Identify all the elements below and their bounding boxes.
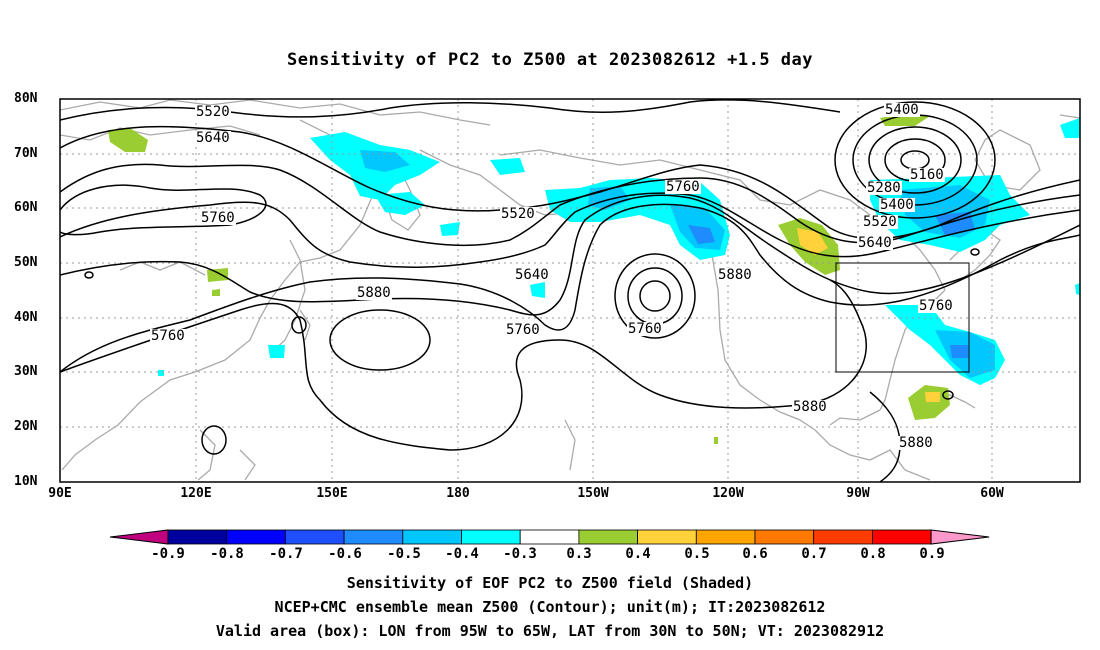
colorbar-swatch — [519, 529, 580, 545]
contour-label: 5760 — [200, 210, 236, 226]
lon-label: 120W — [712, 486, 744, 501]
lat-label: 10N — [14, 474, 38, 489]
colorbar-arrow-left — [109, 529, 169, 545]
lon-label: 60W — [980, 486, 1004, 501]
lon-label: 90W — [846, 486, 870, 501]
colorbar-label: 0.5 — [684, 546, 710, 562]
colorbar-swatch — [167, 529, 228, 545]
lat-label: 60N — [14, 200, 38, 215]
contour-label: 5760 — [150, 328, 186, 344]
colorbar-label: -0.6 — [328, 546, 362, 562]
colorbar-label: 0.4 — [625, 546, 651, 562]
colorbar-swatch — [226, 529, 286, 545]
plot-frame — [59, 98, 1081, 483]
colorbar-swatch — [695, 529, 756, 545]
grid-lines — [60, 99, 1080, 482]
colorbar — [109, 529, 990, 545]
lon-label: 120E — [180, 486, 212, 501]
lat-label: 50N — [14, 255, 38, 270]
colorbar-swatch — [402, 529, 462, 545]
colorbar-label: -0.4 — [445, 546, 479, 562]
lon-label: 150W — [577, 486, 609, 501]
contour-label: 5760 — [918, 298, 954, 314]
colorbar-label: 0.8 — [860, 546, 886, 562]
lon-label: 150E — [316, 486, 348, 501]
caption-shaded: Sensitivity of EOF PC2 to Z500 field (Sh… — [346, 574, 754, 592]
colorbar-swatch — [754, 529, 815, 545]
contour-label: 5640 — [195, 130, 231, 146]
colorbar-label: -0.7 — [269, 546, 303, 562]
lat-label: 40N — [14, 310, 38, 325]
colorbar-label: -0.5 — [387, 546, 421, 562]
lat-label: 20N — [14, 419, 38, 434]
colorbar-swatch — [872, 529, 932, 545]
contour-label: 5160 — [909, 167, 945, 183]
colorbar-swatch — [343, 529, 404, 545]
map-title: Sensitivity of PC2 to Z500 at 2023082612… — [286, 50, 813, 70]
colorbar-swatch — [813, 529, 873, 545]
contour-label: 5520 — [195, 104, 231, 120]
lon-label: 90E — [48, 486, 72, 501]
contour-label: 5880 — [898, 435, 934, 451]
colorbar-label: -0.9 — [151, 546, 185, 562]
colorbar-label: -0.3 — [503, 546, 537, 562]
contour-label: 5520 — [500, 206, 536, 222]
colorbar-label: 0.6 — [742, 546, 768, 562]
contour-label: 5640 — [514, 267, 550, 283]
colorbar-swatch — [284, 529, 345, 545]
contour-label: 5280 — [866, 180, 902, 196]
colorbar-swatch — [461, 529, 521, 545]
contour-label: 5880 — [717, 267, 753, 283]
contour-label: 5520 — [862, 214, 898, 230]
lat-label: 70N — [14, 146, 38, 161]
colorbar-swatch — [637, 529, 697, 545]
colorbar-label: -0.8 — [210, 546, 244, 562]
colorbar-label: 0.3 — [566, 546, 592, 562]
contour-label: 5880 — [792, 399, 828, 415]
contour-label: 5760 — [505, 322, 541, 338]
lat-label: 30N — [14, 364, 38, 379]
colorbar-swatch — [578, 529, 639, 545]
colorbar-arrow-right — [930, 529, 990, 545]
contour-label: 5400 — [879, 197, 915, 213]
colorbar-label: 0.9 — [919, 546, 945, 562]
contour-label: 5640 — [857, 235, 893, 251]
contour-label: 5760 — [665, 179, 701, 195]
colorbar-label: 0.7 — [801, 546, 827, 562]
z500-contours — [60, 99, 1080, 482]
caption-valid-area: Valid area (box): LON from 95W to 65W, L… — [215, 622, 885, 640]
lat-label: 80N — [14, 91, 38, 106]
contour-label: 5760 — [627, 321, 663, 337]
caption-contour: NCEP+CMC ensemble mean Z500 (Contour); u… — [274, 598, 826, 616]
shaded-sensitivity — [108, 113, 1080, 444]
valid-area-box — [835, 262, 970, 373]
contour-label: 5880 — [356, 285, 392, 301]
contour-label: 5400 — [884, 102, 920, 118]
lon-label: 180 — [446, 486, 470, 501]
